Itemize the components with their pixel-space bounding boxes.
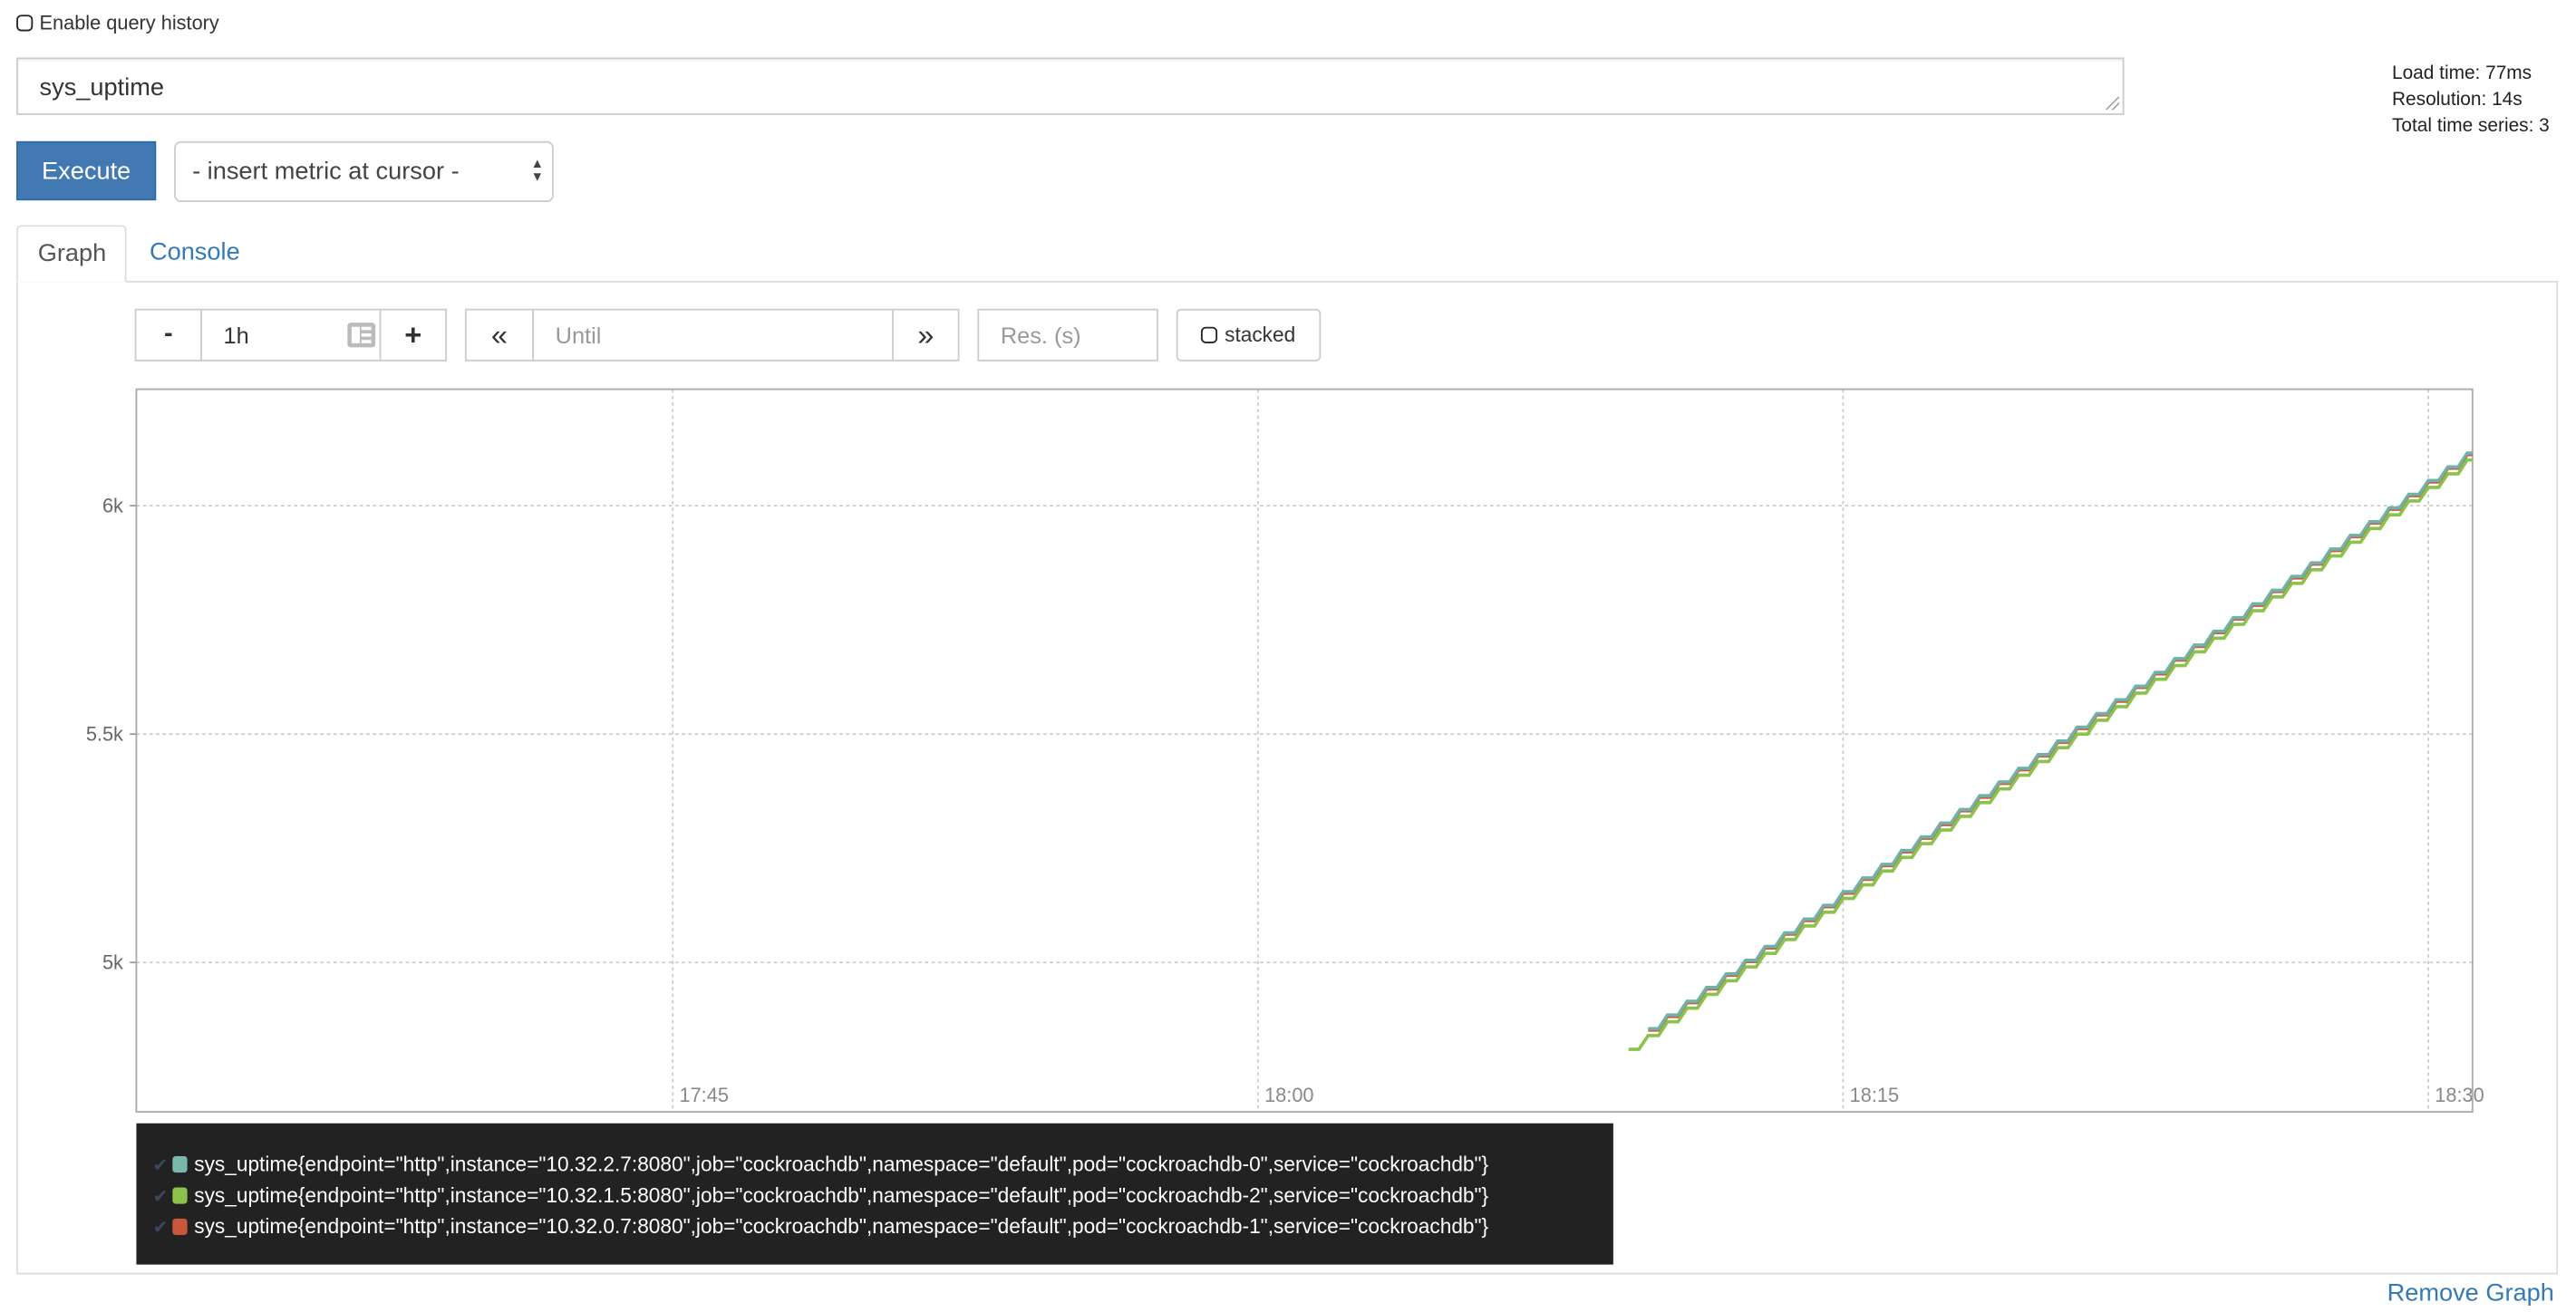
total-time-series: Total time series: 3: [2392, 116, 2550, 137]
increase-range-button[interactable]: +: [379, 308, 447, 362]
until-input[interactable]: Until: [532, 308, 894, 362]
calendar-icon[interactable]: [346, 322, 376, 348]
legend-item[interactable]: ✔ sys_uptime{endpoint="http",instance="10…: [136, 1212, 1612, 1243]
load-time: Load time: 77ms: [2392, 63, 2532, 84]
enable-query-history-label: Enable query history: [39, 11, 219, 35]
check-icon: ✔: [152, 1156, 169, 1176]
y-tick-label: 5.5k: [86, 722, 123, 745]
plot-frame: [135, 388, 2474, 1113]
legend-label: sys_uptime{endpoint="http",instance="10.…: [194, 1183, 1489, 1208]
x-tick-label: 18:00: [1264, 1084, 1313, 1106]
tab-console[interactable]: Console: [149, 237, 240, 266]
insert-metric-select[interactable]: - insert metric at cursor - ▲ ▼: [174, 140, 554, 202]
resolution-input[interactable]: Res. (s): [977, 308, 1158, 362]
series-swatch: [172, 1156, 189, 1173]
graph-panel: [16, 280, 2559, 1275]
stacked-label: stacked: [1225, 323, 1296, 347]
decrease-range-button[interactable]: -: [134, 308, 202, 362]
step-forward-button[interactable]: »: [892, 308, 960, 362]
resolution: Resolution: 14s: [2392, 90, 2523, 111]
legend-item[interactable]: ✔ sys_uptime{endpoint="http",instance="10…: [136, 1181, 1612, 1211]
legend-label: sys_uptime{endpoint="http",instance="10.…: [194, 1153, 1489, 1176]
range-value: 1h: [223, 322, 249, 349]
x-tick-label: 18:15: [1850, 1084, 1899, 1106]
insert-metric-selected: - insert metric at cursor -: [192, 158, 460, 186]
enable-query-history-checkbox[interactable]: Enable query history: [16, 12, 219, 34]
check-icon: ✔: [152, 1218, 169, 1239]
remove-graph-link[interactable]: Remove Graph: [2387, 1278, 2554, 1307]
step-back-button[interactable]: «: [464, 308, 535, 362]
tab-graph[interactable]: Graph: [16, 225, 127, 283]
legend-item[interactable]: ✔ sys_uptime{endpoint="http",instance="10…: [136, 1150, 1612, 1181]
check-icon: ✔: [152, 1187, 169, 1208]
x-tick-label: 17:45: [679, 1084, 728, 1106]
y-tick-label: 6k: [102, 494, 123, 516]
checkbox-icon[interactable]: [16, 14, 34, 32]
until-placeholder: Until: [555, 322, 602, 349]
query-stats: Load time: 77ms Resolution: 14s Total ti…: [2392, 61, 2550, 140]
series-swatch: [172, 1218, 189, 1235]
expression-input[interactable]: sys_uptime: [16, 57, 2125, 115]
x-tick-label: 18:30: [2435, 1084, 2484, 1106]
expression-value: sys_uptime: [39, 73, 165, 102]
series-swatch: [172, 1187, 189, 1204]
series-line: [1648, 451, 2473, 1031]
series-line: [1628, 458, 2473, 1051]
select-arrows-icon: ▲ ▼: [530, 156, 544, 184]
legend: ✔ sys_uptime{endpoint="http",instance="10…: [136, 1123, 1613, 1265]
legend-label: sys_uptime{endpoint="http",instance="10.…: [194, 1215, 1489, 1239]
resolution-placeholder: Res. (s): [1000, 322, 1081, 349]
resize-handle-icon[interactable]: [2106, 96, 2120, 111]
stacked-toggle[interactable]: stacked: [1176, 308, 1322, 362]
y-tick-label: 5k: [102, 950, 123, 973]
graph-chart[interactable]: 5k 5.5k 6k 17:45 18:00 18:15 18:30: [0, 0, 2576, 1150]
range-input[interactable]: 1h: [200, 308, 382, 362]
execute-button[interactable]: Execute: [16, 140, 157, 201]
checkbox-icon[interactable]: [1201, 326, 1218, 343]
